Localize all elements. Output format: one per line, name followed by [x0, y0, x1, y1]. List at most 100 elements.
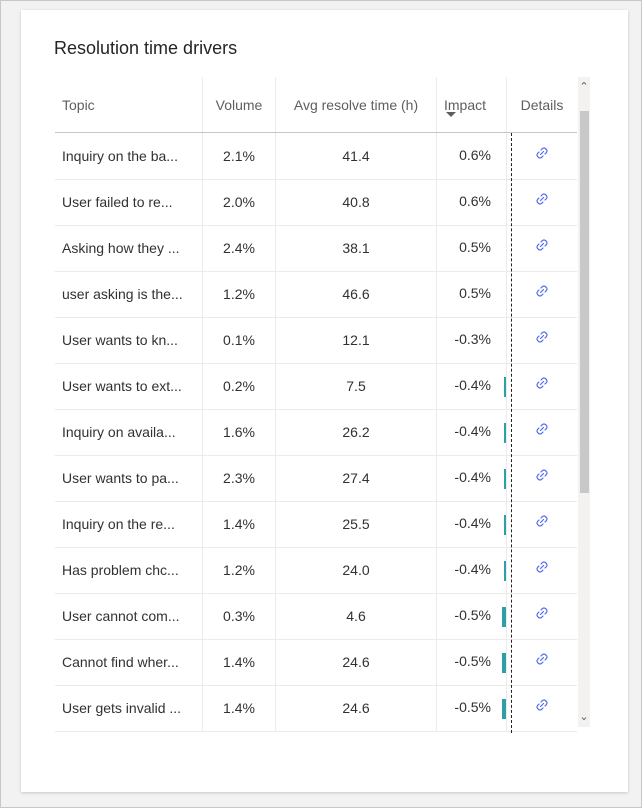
table-row[interactable]: User failed to re... 2.0% 40.8 0.6% — [55, 179, 577, 226]
link-icon[interactable] — [534, 329, 550, 345]
table-row[interactable]: User cannot com... 0.3% 4.6 -0.5% — [55, 593, 577, 640]
link-icon[interactable] — [534, 283, 550, 299]
cell-volume: 0.2% — [203, 363, 276, 409]
impact-zero-line — [511, 133, 512, 733]
cell-impact: -0.4% — [437, 547, 507, 593]
impact-value: -0.4% — [454, 377, 491, 393]
table-row[interactable]: Has problem chc... 1.2% 24.0 -0.4% — [55, 547, 577, 594]
table-row[interactable]: Inquiry on the re... 1.4% 25.5 -0.4% — [55, 501, 577, 548]
impact-bar — [503, 469, 506, 489]
sort-descending-icon — [446, 112, 456, 117]
impact-value: -0.4% — [454, 515, 491, 531]
link-icon[interactable] — [534, 467, 550, 483]
chevron-up-icon[interactable]: ⌃ — [579, 81, 589, 93]
cell-avg-resolve-time: 4.6 — [276, 593, 437, 639]
column-header-impact[interactable]: Impact — [437, 77, 507, 132]
cell-details — [507, 363, 577, 409]
cell-volume: 2.4% — [203, 225, 276, 271]
link-icon[interactable] — [534, 697, 550, 713]
drivers-table: Topic Volume Avg resolve time (h) Impact… — [55, 77, 577, 733]
cell-volume: 1.6% — [203, 409, 276, 455]
table-row[interactable]: User gets invalid ... 1.4% 24.6 -0.5% — [55, 685, 577, 732]
link-icon[interactable] — [534, 145, 550, 161]
column-header-avg-resolve-time[interactable]: Avg resolve time (h) — [276, 77, 437, 132]
link-icon[interactable] — [534, 421, 550, 437]
cell-impact: 0.5% — [437, 271, 507, 317]
cell-impact: 0.6% — [437, 179, 507, 225]
cell-volume: 1.4% — [203, 685, 276, 731]
column-header-volume[interactable]: Volume — [203, 77, 276, 132]
table-row[interactable]: Inquiry on the ba... 2.1% 41.4 0.6% — [55, 133, 577, 180]
impact-value: 0.6% — [459, 193, 491, 209]
cell-topic: Cannot find wher... — [55, 639, 203, 685]
cell-volume: 2.0% — [203, 179, 276, 225]
impact-bar — [503, 515, 506, 535]
impact-bar — [502, 699, 506, 719]
table-header: Topic Volume Avg resolve time (h) Impact… — [55, 77, 577, 133]
link-icon[interactable] — [534, 605, 550, 621]
cell-topic: User cannot com... — [55, 593, 203, 639]
cell-avg-resolve-time: 27.4 — [276, 455, 437, 501]
chevron-down-icon[interactable]: ⌄ — [579, 711, 589, 723]
link-icon[interactable] — [534, 237, 550, 253]
cell-avg-resolve-time: 24.6 — [276, 685, 437, 731]
cell-volume: 0.3% — [203, 593, 276, 639]
cell-topic: User gets invalid ... — [55, 685, 203, 731]
impact-value: 0.5% — [459, 239, 491, 255]
cell-impact: -0.4% — [437, 363, 507, 409]
impact-bar — [503, 561, 506, 581]
cell-details — [507, 547, 577, 593]
column-header-impact-label: Impact — [444, 96, 487, 113]
cell-impact: 0.6% — [437, 133, 507, 179]
table-row[interactable]: Cannot find wher... 1.4% 24.6 -0.5% — [55, 639, 577, 686]
cell-avg-resolve-time: 46.6 — [276, 271, 437, 317]
cell-topic: user asking is the... — [55, 271, 203, 317]
resolution-drivers-card: Resolution time drivers Topic Volume Avg… — [21, 10, 628, 792]
column-header-topic[interactable]: Topic — [55, 77, 203, 132]
impact-value: -0.3% — [454, 331, 491, 347]
impact-bar — [503, 377, 506, 397]
topic-text: Inquiry on availa... — [62, 424, 176, 440]
link-icon[interactable] — [534, 375, 550, 391]
table-row[interactable]: Asking how they ... 2.4% 38.1 0.5% — [55, 225, 577, 272]
link-icon[interactable] — [534, 651, 550, 667]
impact-bar — [505, 331, 506, 351]
column-header-details[interactable]: Details — [507, 77, 577, 132]
table-row[interactable]: User wants to kn... 0.1% 12.1 -0.3% — [55, 317, 577, 364]
cell-volume: 1.2% — [203, 271, 276, 317]
vertical-scrollbar[interactable]: ⌃ ⌄ — [578, 77, 590, 727]
cell-avg-resolve-time: 24.6 — [276, 639, 437, 685]
cell-volume: 2.3% — [203, 455, 276, 501]
cell-topic: Inquiry on availa... — [55, 409, 203, 455]
topic-text: Has problem chc... — [62, 562, 179, 578]
link-icon[interactable] — [534, 513, 550, 529]
cell-topic: Asking how they ... — [55, 225, 203, 271]
table-row[interactable]: User wants to pa... 2.3% 27.4 -0.4% — [55, 455, 577, 502]
impact-value: 0.5% — [459, 285, 491, 301]
cell-volume: 1.4% — [203, 639, 276, 685]
table-row[interactable]: user asking is the... 1.2% 46.6 0.5% — [55, 271, 577, 318]
link-icon[interactable] — [534, 559, 550, 575]
table-row[interactable]: Inquiry on availa... 1.6% 26.2 -0.4% — [55, 409, 577, 456]
scrollbar-thumb[interactable] — [580, 111, 589, 493]
topic-text: Inquiry on the re... — [62, 516, 175, 532]
cell-details — [507, 501, 577, 547]
column-header-avg-label: Avg resolve time (h) — [293, 96, 419, 113]
column-header-volume-label: Volume — [215, 96, 263, 113]
cell-topic: User failed to re... — [55, 179, 203, 225]
cell-details — [507, 133, 577, 179]
cell-details — [507, 409, 577, 455]
cell-impact: -0.5% — [437, 639, 507, 685]
cell-details — [507, 455, 577, 501]
cell-topic: Inquiry on the re... — [55, 501, 203, 547]
table-row[interactable]: User wants to ext... 0.2% 7.5 -0.4% — [55, 363, 577, 410]
link-icon[interactable] — [534, 191, 550, 207]
cell-details — [507, 179, 577, 225]
topic-text: User cannot com... — [62, 608, 180, 624]
cell-avg-resolve-time: 41.4 — [276, 133, 437, 179]
topic-text: User wants to ext... — [62, 378, 182, 394]
cell-topic: User wants to kn... — [55, 317, 203, 363]
cell-topic: Inquiry on the ba... — [55, 133, 203, 179]
impact-value: -0.4% — [454, 561, 491, 577]
impact-bar — [503, 423, 506, 443]
